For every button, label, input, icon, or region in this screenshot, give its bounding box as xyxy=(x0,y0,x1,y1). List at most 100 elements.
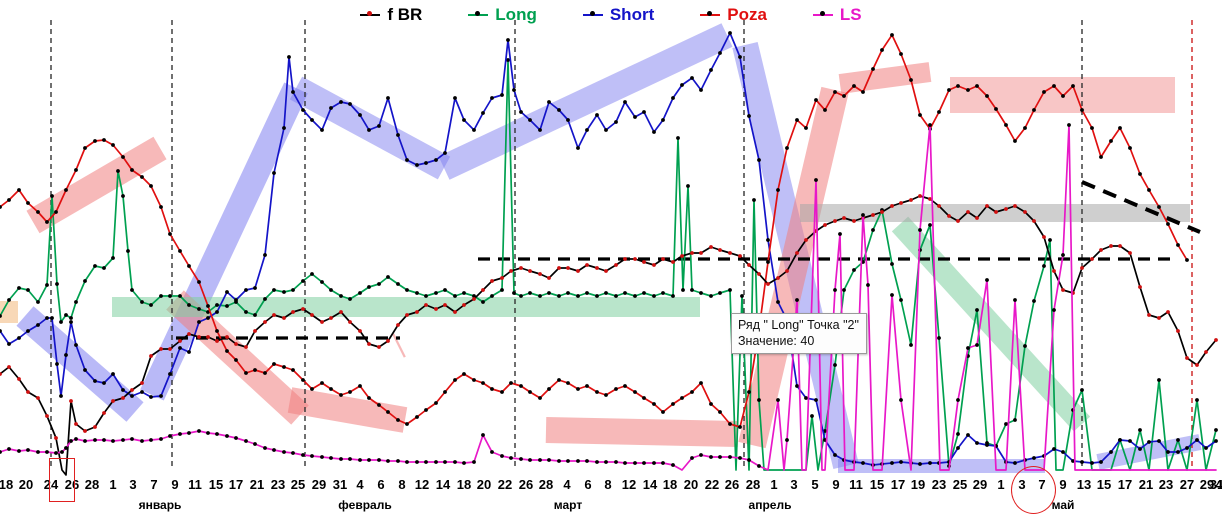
legend-item-f-br[interactable]: f BR xyxy=(360,6,422,23)
series-marker xyxy=(102,266,106,270)
series-marker xyxy=(130,394,134,398)
highlighter-stroke xyxy=(545,417,739,447)
legend-item-long[interactable]: Long xyxy=(468,6,537,23)
series-marker xyxy=(310,387,314,391)
series-marker xyxy=(652,461,656,465)
series-marker xyxy=(83,368,87,372)
series-marker xyxy=(339,393,343,397)
series-marker xyxy=(45,450,49,454)
series-marker xyxy=(918,113,922,117)
series-marker xyxy=(566,266,570,270)
series-marker xyxy=(55,282,59,286)
legend-item-short[interactable]: Short xyxy=(582,6,654,23)
series-marker xyxy=(206,304,210,308)
series-marker xyxy=(1032,108,1036,112)
series-marker xyxy=(377,345,381,349)
series-marker xyxy=(519,384,523,388)
series-marker xyxy=(506,58,510,62)
series-marker xyxy=(566,291,570,295)
series-marker xyxy=(899,460,903,464)
series-marker xyxy=(83,279,87,283)
series-marker xyxy=(937,336,941,340)
series-marker xyxy=(405,422,409,426)
series-marker xyxy=(367,396,371,400)
series-marker xyxy=(747,390,751,394)
series-marker xyxy=(642,110,646,114)
series-marker xyxy=(547,458,551,462)
series-ls xyxy=(0,123,1217,471)
series-marker xyxy=(557,266,561,270)
legend-item-poza[interactable]: Poza xyxy=(700,6,767,23)
series-marker xyxy=(928,197,932,201)
series-marker xyxy=(481,381,485,385)
series-marker xyxy=(234,358,238,362)
series-marker xyxy=(1176,450,1180,454)
legend-item-ls[interactable]: LS xyxy=(812,6,862,23)
series-marker xyxy=(443,460,447,464)
series-marker xyxy=(810,414,814,418)
series-marker xyxy=(1061,253,1065,257)
series-marker xyxy=(234,436,238,440)
series-marker xyxy=(17,286,21,290)
series-marker xyxy=(168,232,172,236)
legend-item-label: f BR xyxy=(387,4,423,24)
series-marker xyxy=(500,288,504,292)
series-marker xyxy=(699,291,703,295)
series-marker xyxy=(225,434,229,438)
series-marker xyxy=(899,201,903,205)
series-marker xyxy=(752,198,756,202)
series-marker xyxy=(69,439,73,443)
series-marker xyxy=(93,425,97,429)
series-marker xyxy=(443,288,447,292)
series-marker xyxy=(1080,108,1084,112)
series-marker xyxy=(718,410,722,414)
series-marker xyxy=(690,76,694,80)
series-marker xyxy=(1138,285,1142,289)
series-marker xyxy=(1109,139,1113,143)
series-marker xyxy=(102,381,106,385)
series-marker xyxy=(178,339,182,343)
series-marker xyxy=(576,269,580,273)
series-marker xyxy=(1013,418,1017,422)
series-marker xyxy=(652,294,656,298)
series-marker xyxy=(814,98,818,102)
series-marker xyxy=(890,204,894,208)
series-marker xyxy=(396,133,400,137)
series-marker xyxy=(861,213,865,217)
highlighter-stroke xyxy=(16,306,144,422)
series-marker xyxy=(1166,310,1170,314)
series-marker xyxy=(614,120,618,124)
series-marker xyxy=(310,454,314,458)
series-marker xyxy=(60,450,64,454)
series-marker xyxy=(509,456,513,460)
series-marker xyxy=(1090,257,1094,261)
series-marker xyxy=(424,460,428,464)
series-marker xyxy=(149,395,153,399)
series-marker xyxy=(7,365,11,369)
data-point-tooltip: Ряд " Long" Точка "2" Значение: 40 xyxy=(731,313,867,354)
series-marker xyxy=(490,387,494,391)
series-marker xyxy=(178,346,182,350)
series-marker xyxy=(804,126,808,130)
series-marker xyxy=(519,457,523,461)
series-marker xyxy=(462,372,466,376)
series-marker xyxy=(956,432,960,436)
legend-marker-icon xyxy=(360,8,381,21)
series-marker xyxy=(833,453,837,457)
series-marker xyxy=(747,263,751,267)
series-marker xyxy=(909,78,913,82)
series-marker xyxy=(377,403,381,407)
series-marker xyxy=(566,459,570,463)
series-marker xyxy=(566,118,570,122)
series-marker xyxy=(1061,94,1065,98)
series-marker xyxy=(244,345,248,349)
series-marker xyxy=(757,272,761,276)
series-marker xyxy=(272,313,276,317)
series-marker xyxy=(1042,264,1046,268)
series-marker xyxy=(54,436,58,440)
series-marker xyxy=(0,372,2,376)
series-marker xyxy=(472,378,476,382)
series-marker xyxy=(36,210,40,214)
series-marker xyxy=(928,223,932,227)
